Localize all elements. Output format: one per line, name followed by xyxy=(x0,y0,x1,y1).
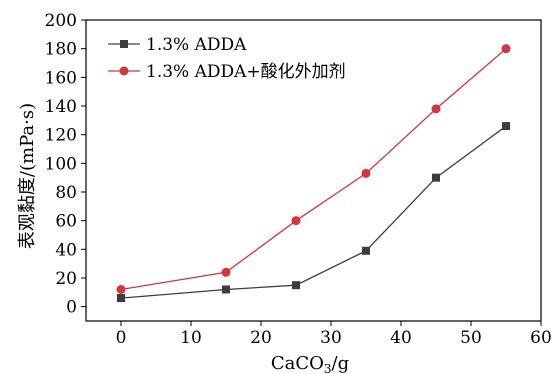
x-axis-title-base: CaCO xyxy=(271,353,324,374)
series-2-line xyxy=(120,48,507,291)
x-tick-label: 20 xyxy=(250,328,272,348)
legend: 1.3% ADDA 1.3% ADDA+酸化外加剂 xyxy=(108,35,346,82)
y-tick-label: 160 xyxy=(45,68,77,88)
legend-swatch-marker xyxy=(120,40,128,48)
series-2-point xyxy=(501,44,511,54)
legend-swatch-marker xyxy=(119,66,129,76)
y-tick-label: 20 xyxy=(55,269,77,289)
series-1 xyxy=(117,122,510,303)
series-1-point xyxy=(432,173,440,182)
series-1-point xyxy=(292,281,300,290)
y-tick-label: 180 xyxy=(45,40,77,60)
series-layer xyxy=(116,44,511,303)
legend-label: 1.3% ADDA+酸化外加剂 xyxy=(146,62,346,82)
ticks-layer: 0 10 20 30 40 50 60 0 20 40 60 80 100 120 140 160 180 200 xyxy=(45,11,552,348)
legend-label: 1.3% ADDA xyxy=(146,35,247,55)
series-1-point xyxy=(502,122,510,131)
x-tick-label: 10 xyxy=(180,328,202,348)
series-1-point xyxy=(117,294,125,303)
x-axis-title: CaCO3/g xyxy=(271,353,349,374)
y-axis-title: 表观黏度/(mPa·s) xyxy=(17,103,38,249)
series-2-point xyxy=(431,104,441,114)
x-tick-label: 30 xyxy=(320,328,342,348)
y-tick-label: 140 xyxy=(45,97,77,117)
x-axis-title-unit: /g xyxy=(332,353,350,374)
x-axis-title-subscript: 3 xyxy=(324,362,332,374)
x-tick-label: 50 xyxy=(460,328,482,348)
y-tick-label: 80 xyxy=(55,183,77,203)
y-tick-label: 40 xyxy=(55,240,77,260)
series-1-point xyxy=(362,246,370,255)
series-1-point xyxy=(222,285,230,294)
legend-item-2: 1.3% ADDA+酸化外加剂 xyxy=(108,62,346,82)
y-tick-label: 200 xyxy=(45,11,77,31)
series-2 xyxy=(116,44,511,294)
series-1-line xyxy=(120,125,507,299)
x-tick-label: 40 xyxy=(390,328,412,348)
y-tick-label: 0 xyxy=(66,298,77,318)
y-tick-label: 120 xyxy=(45,126,77,146)
series-2-point xyxy=(361,168,371,178)
y-tick-label: 60 xyxy=(55,212,77,232)
x-tick-label: 60 xyxy=(530,328,552,348)
y-tick-label: 100 xyxy=(45,154,77,174)
legend-item-1: 1.3% ADDA xyxy=(108,35,247,55)
series-2-point xyxy=(116,284,126,294)
x-tick-label: 0 xyxy=(116,328,127,348)
series-2-point xyxy=(221,267,231,277)
plot-frame xyxy=(85,19,542,322)
series-2-point xyxy=(291,216,301,226)
